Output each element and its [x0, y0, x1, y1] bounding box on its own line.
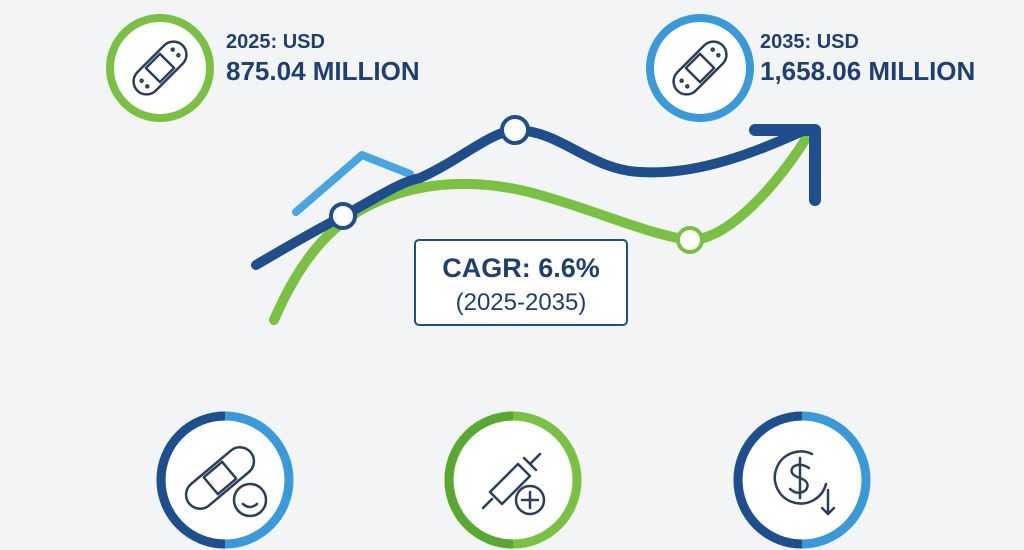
- stat-value: 1,658.06 MILLION: [760, 56, 975, 86]
- cagr-period: (2025-2035): [456, 289, 587, 316]
- trend-curves: [251, 115, 821, 325]
- stat-label: 2025: USD: [226, 31, 325, 53]
- bandage-badge-2025: [106, 14, 214, 122]
- bandage-badge-2035: [646, 14, 754, 122]
- cagr-rate: CAGR: 6.6%: [442, 253, 600, 283]
- stat-value: 875.04 MILLION: [226, 56, 420, 86]
- cost-down-badge: [733, 411, 871, 549]
- syringe-badge: [444, 411, 582, 549]
- bandage-smile-badge: [156, 411, 294, 549]
- cagr-box: [414, 239, 628, 326]
- stat-label: 2035: USD: [760, 31, 859, 53]
